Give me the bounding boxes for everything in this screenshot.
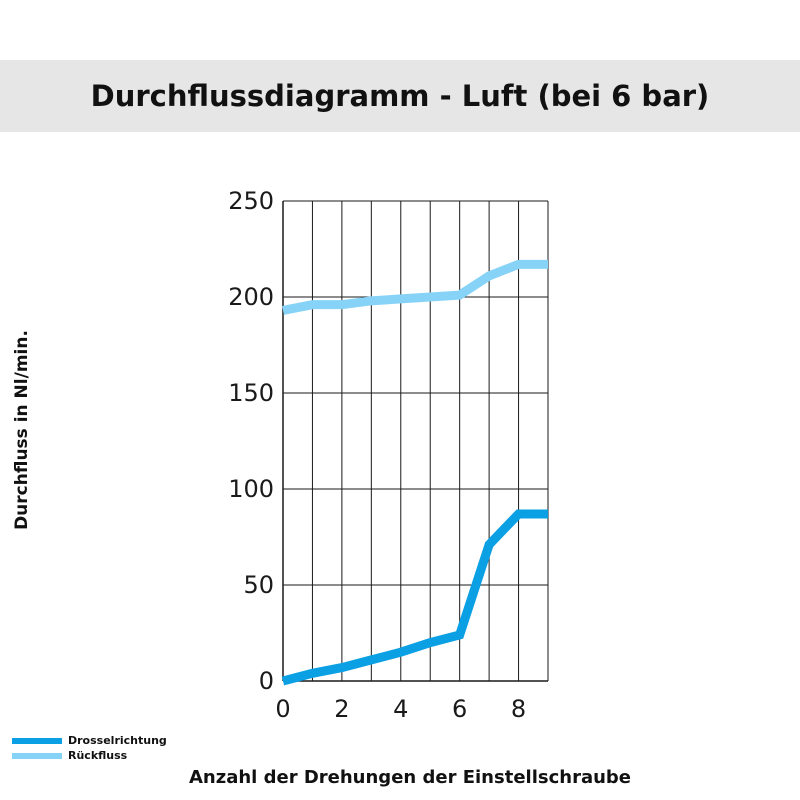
x-tick-label: 4 (393, 695, 408, 723)
tick-labels: 0 50 100 150 200 250 0 2 4 6 8 (228, 187, 526, 723)
y-tick-label: 250 (228, 187, 274, 215)
legend: Drosselrichtung Rückfluss (12, 733, 167, 763)
chart-title: Durchflussdiagramm - Luft (bei 6 bar) (90, 79, 710, 113)
x-axis-label: Anzahl der Drehungen der Einstellschraub… (188, 767, 631, 788)
legend-label-drosselrichtung: Drosselrichtung (68, 734, 167, 747)
y-tick-label: 200 (228, 283, 274, 311)
legend-swatch-drosselrichtung (12, 737, 62, 744)
y-tick-label: 100 (228, 475, 274, 503)
x-tick-label: 6 (452, 695, 467, 723)
series-line-0 (281, 509, 548, 686)
series-line-1 (282, 259, 548, 315)
y-tick-label: 50 (243, 571, 274, 599)
legend-item-rueckfluss: Rückfluss (12, 748, 167, 763)
legend-label-rueckfluss: Rückfluss (68, 749, 128, 762)
y-axis-label: Durchfluss in Nl/min. (12, 330, 32, 530)
x-tick-label: 8 (511, 695, 526, 723)
title-band: Durchflussdiagramm - Luft (bei 6 bar) (0, 60, 800, 132)
legend-item-drosselrichtung: Drosselrichtung (12, 733, 167, 748)
x-tick-label: 0 (275, 695, 290, 723)
y-tick-label: 150 (228, 379, 274, 407)
series-group (281, 259, 548, 686)
grid (282, 200, 549, 682)
y-tick-label: 0 (259, 667, 274, 695)
x-tick-label: 2 (334, 695, 349, 723)
legend-swatch-rueckfluss (12, 752, 62, 759)
